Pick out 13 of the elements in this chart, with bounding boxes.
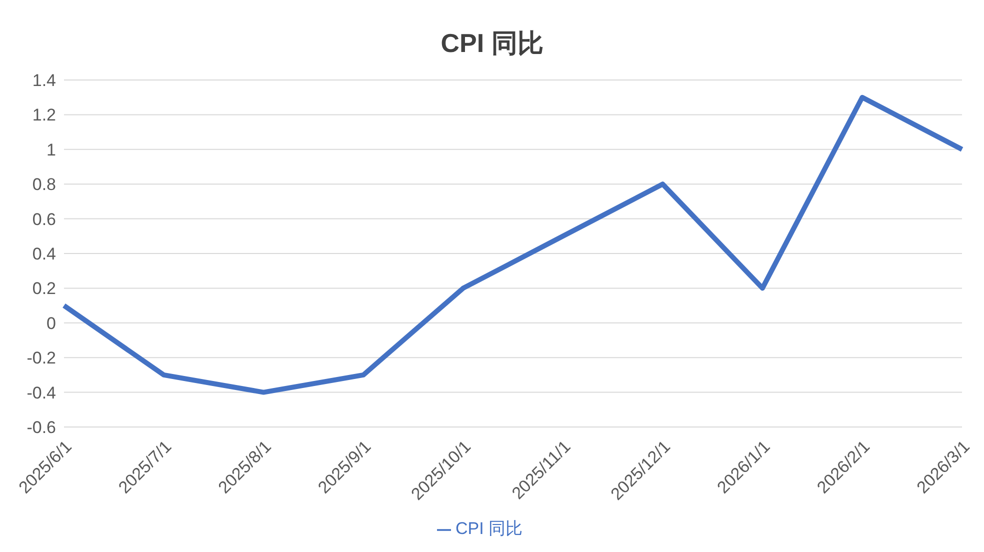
y-tick-label: 0.8 xyxy=(32,175,56,194)
y-tick-label: 1.2 xyxy=(32,106,56,125)
y-tick-label: -0.2 xyxy=(26,348,56,368)
y-tick-label: 0.6 xyxy=(32,210,56,229)
chart-title: CPI 同比 xyxy=(440,27,544,60)
y-tick-label: -0.4 xyxy=(26,383,56,402)
y-tick-label: 1 xyxy=(46,140,56,160)
legend-label: CPI 同比 xyxy=(455,519,523,538)
y-tick-label: -0.6 xyxy=(26,418,56,438)
y-tick-label: 0.2 xyxy=(32,279,56,298)
y-tick-label: 0 xyxy=(46,314,56,333)
y-tick-label: 0.4 xyxy=(32,244,56,264)
y-tick-label: 1.4 xyxy=(32,71,56,90)
